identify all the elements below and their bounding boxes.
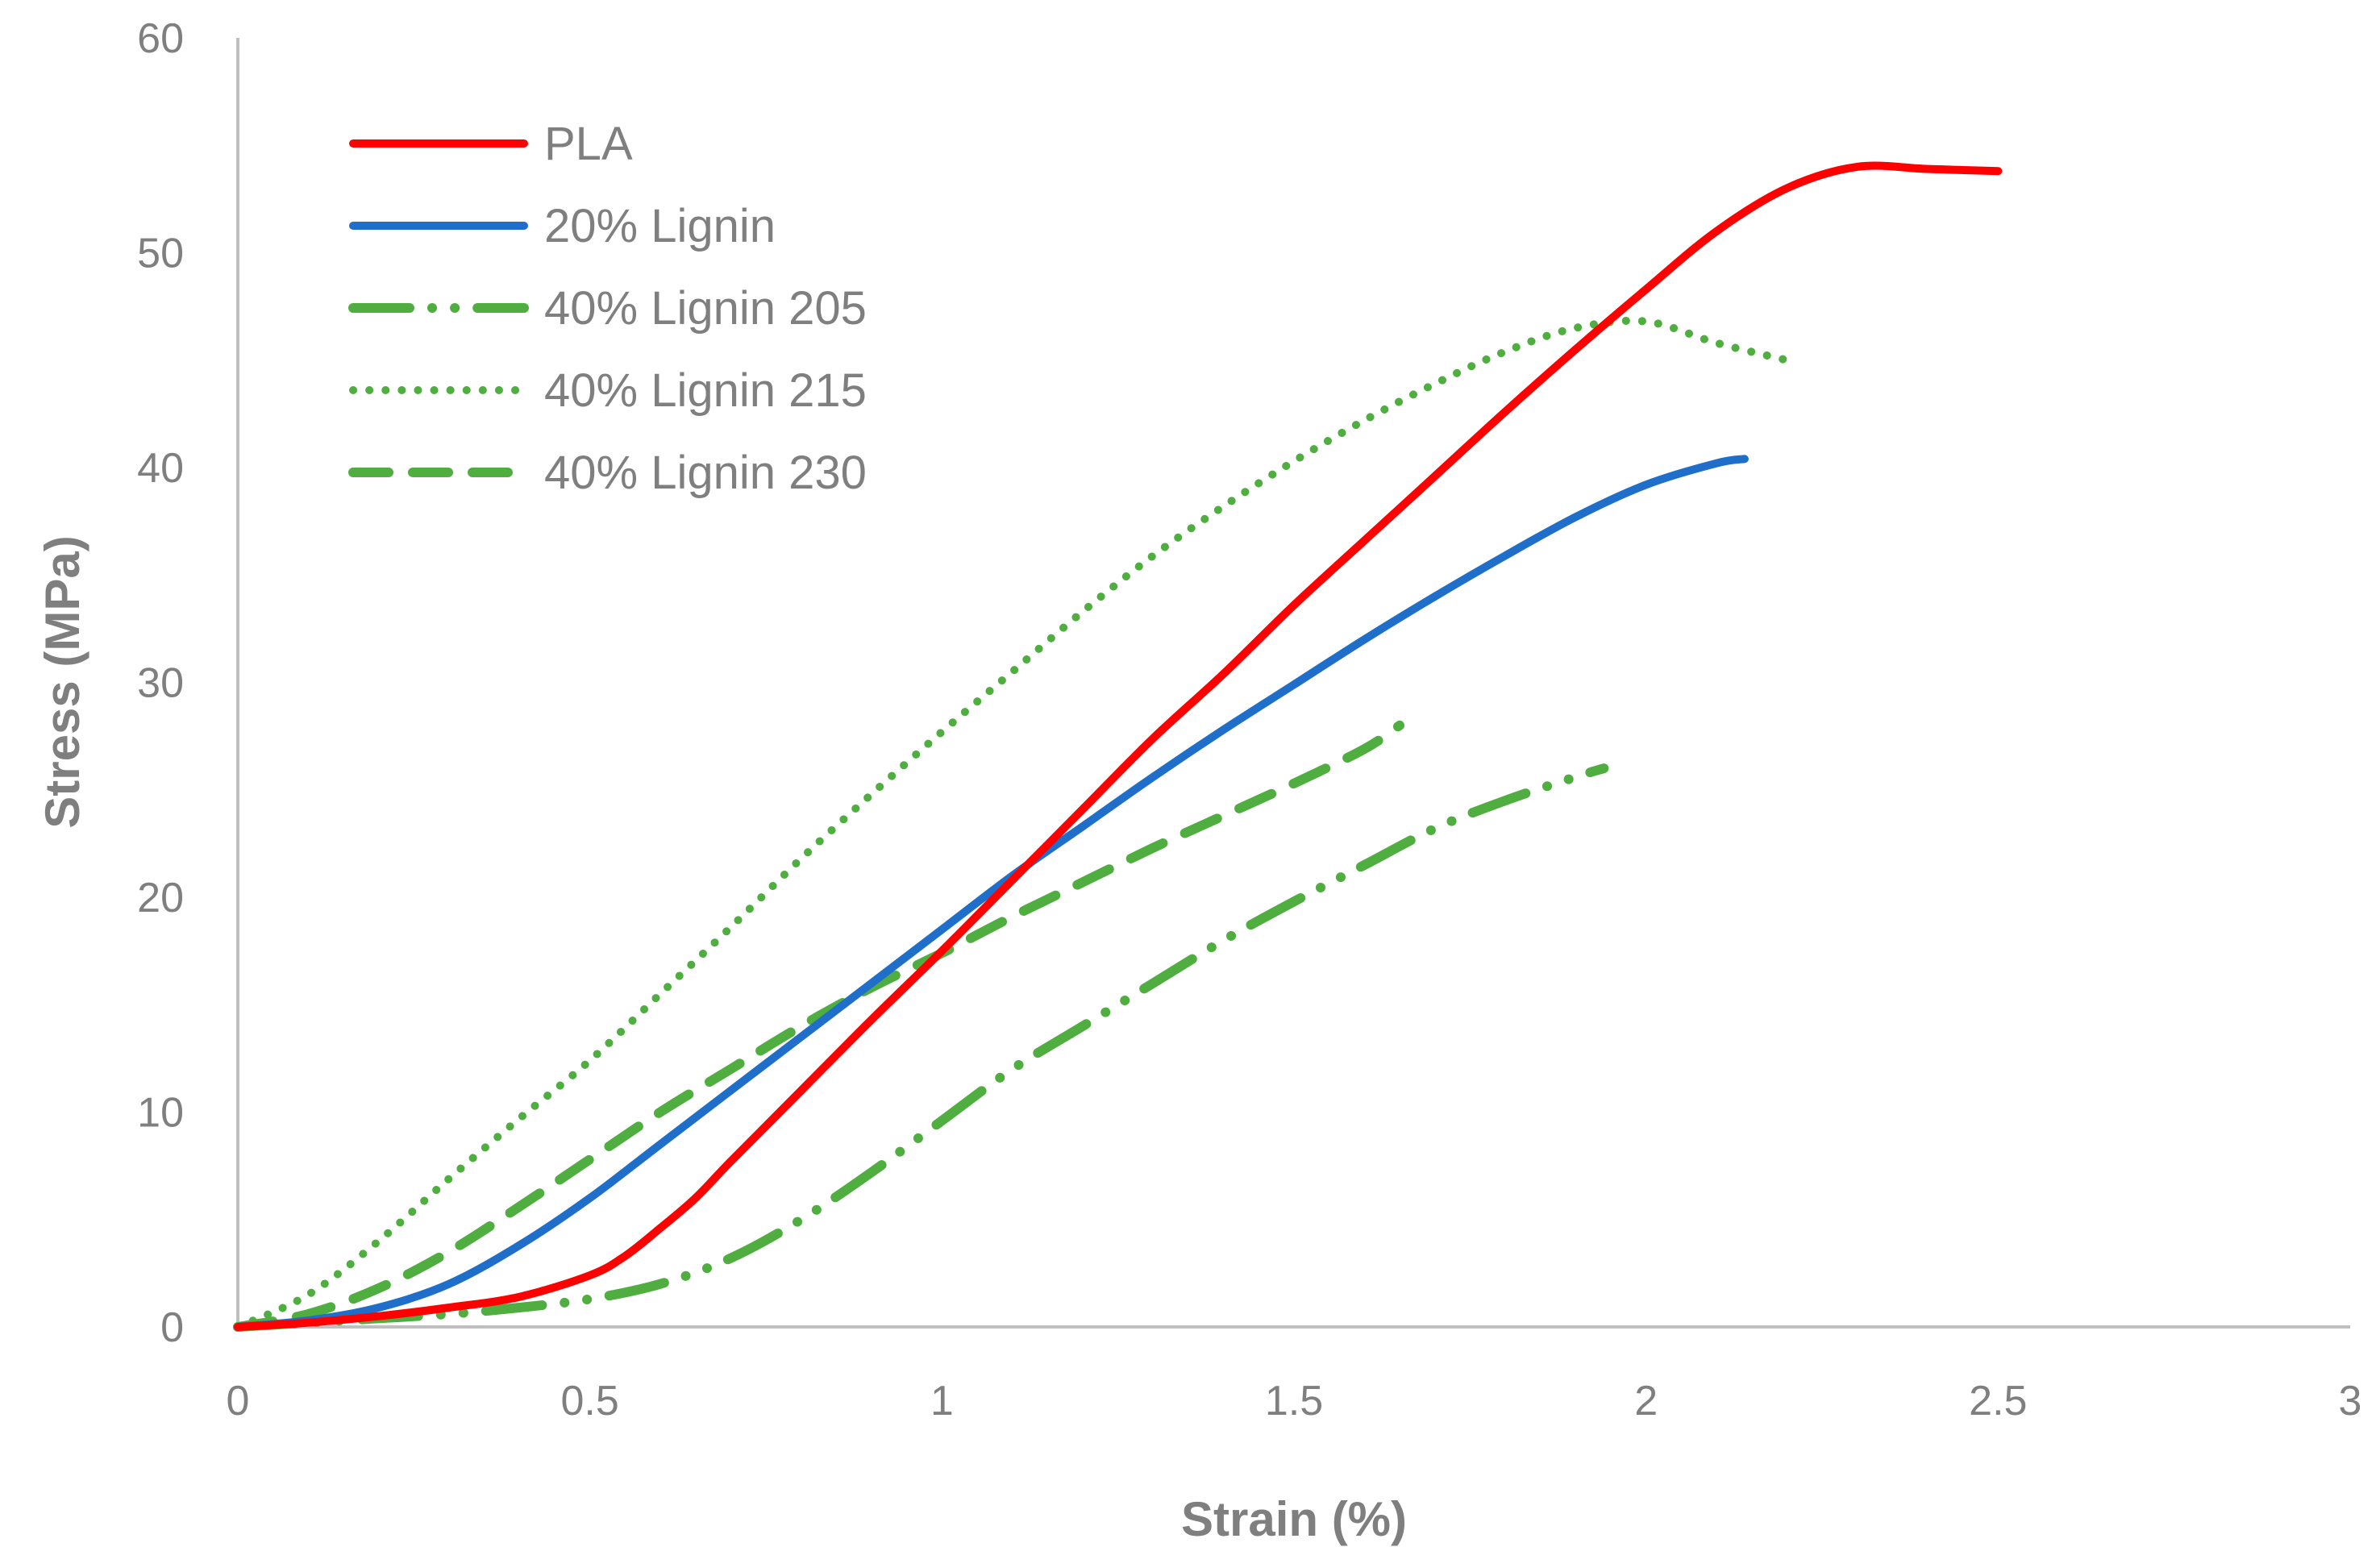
series-lines <box>233 161 2003 1332</box>
legend-label: 40% Lignin 205 <box>544 282 867 335</box>
legend-label: PLA <box>544 118 633 170</box>
x-tick-labels: 0 0.5 1 1.5 2 2.5 3 <box>227 1378 2362 1424</box>
y-tick-label: 50 <box>137 231 184 277</box>
legend-item: 40% Lignin 215 <box>349 364 867 417</box>
series-line-40-lignin-230 <box>233 720 1404 1332</box>
legend: PLA 20% Lignin 40% Lignin 205 40% Lignin 21… <box>348 118 867 499</box>
series-line-pla <box>234 161 2003 1331</box>
y-tick-label: 10 <box>137 1090 184 1137</box>
y-tick-label: 40 <box>137 445 184 492</box>
x-axis-title: Strain (%) <box>1181 1492 1407 1546</box>
x-tick-label: 3 <box>2339 1378 2362 1424</box>
series-line-40-lignin-215 <box>234 316 1791 1331</box>
x-tick-label: 1 <box>930 1378 954 1424</box>
legend-label: 40% Lignin 215 <box>544 364 867 417</box>
x-tick-label: 2 <box>1634 1378 1658 1424</box>
legend-label: 20% Lignin <box>544 200 776 252</box>
y-tick-label: 60 <box>137 15 184 62</box>
y-tick-label: 0 <box>160 1304 184 1351</box>
series-line-40-lignin-205 <box>233 763 1609 1332</box>
legend-item: 40% Lignin 230 <box>348 447 867 499</box>
x-tick-label: 2.5 <box>1969 1378 2027 1424</box>
y-axis-title: Stress (MPa) <box>35 535 89 828</box>
legend-item: 20% Lignin <box>349 200 776 252</box>
y-tick-labels: 0 10 20 30 40 50 60 <box>137 15 184 1351</box>
legend-label: 40% Lignin 230 <box>544 447 867 499</box>
y-tick-label: 30 <box>137 660 184 707</box>
x-tick-label: 0.5 <box>561 1378 619 1424</box>
x-tick-label: 1.5 <box>1265 1378 1323 1424</box>
series-line-20-lignin <box>234 455 1749 1331</box>
legend-item: 40% Lignin 205 <box>348 282 867 335</box>
y-tick-label: 20 <box>137 875 184 921</box>
axes <box>236 38 2350 1329</box>
x-tick-label: 0 <box>227 1378 250 1424</box>
legend-item: PLA <box>349 118 633 170</box>
